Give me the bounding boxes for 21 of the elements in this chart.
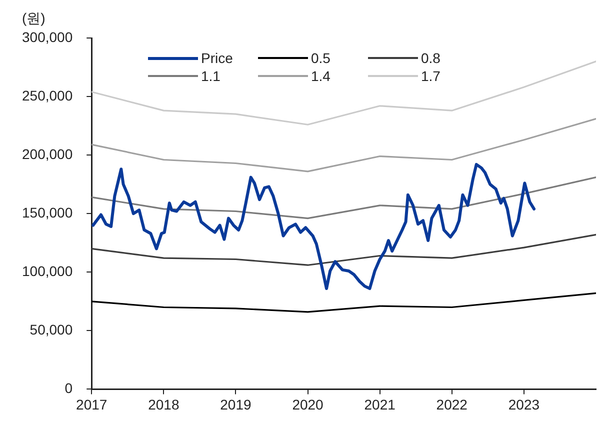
legend-label: 0.5 [311, 50, 330, 66]
y-tick-label: 250,000 [22, 87, 73, 104]
legend-label: 1.1 [201, 68, 220, 84]
legend-label: 1.7 [421, 68, 440, 84]
x-tick-label: 2017 [76, 396, 108, 412]
y-tick-label: 100,000 [22, 262, 73, 279]
x-tick-label: 2019 [220, 396, 252, 412]
y-tick-label: 50,000 [30, 322, 73, 338]
y-tick-label: 0 [64, 380, 73, 396]
x-tick-label: 2021 [364, 396, 396, 412]
legend-label: Price [201, 50, 233, 66]
y-axis-title: (원) [22, 10, 46, 28]
x-tick-label: 2020 [292, 396, 324, 412]
y-tick-label: 200,000 [22, 146, 73, 162]
x-tick-label: 2018 [148, 396, 180, 412]
x-tick-label: 2023 [508, 396, 540, 412]
legend-label: 1.4 [311, 68, 330, 84]
x-tick-label: 2022 [436, 396, 468, 412]
legend-label: 0.8 [421, 50, 440, 66]
y-tick-label: 150,000 [22, 204, 73, 220]
y-tick-label: 300,000 [22, 28, 73, 45]
